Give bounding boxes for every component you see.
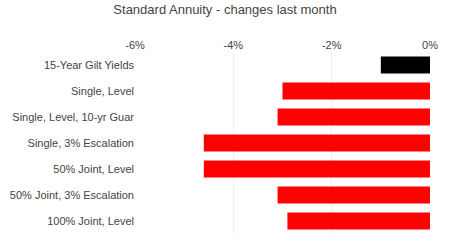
svg-text:Single, Level, 10-yr Guar: Single, Level, 10-yr Guar (12, 111, 134, 123)
svg-text:50% Joint, 3% Escalation: 50% Joint, 3% Escalation (10, 189, 134, 201)
svg-text:50% Joint, Level: 50% Joint, Level (53, 163, 134, 175)
svg-text:15-Year Gilt Yields: 15-Year Gilt Yields (44, 59, 135, 71)
svg-text:-4%: -4% (224, 39, 244, 51)
svg-text:100% Joint, Level: 100% Joint, Level (47, 215, 134, 227)
svg-text:-6%: -6% (125, 39, 145, 51)
svg-text:Standard Annuity - changes las: Standard Annuity - changes last month (113, 2, 336, 17)
svg-text:0%: 0% (422, 39, 438, 51)
svg-text:Single, 3% Escalation: Single, 3% Escalation (28, 137, 134, 149)
svg-text:Single, Level: Single, Level (71, 85, 134, 97)
svg-text:-2%: -2% (322, 39, 342, 51)
